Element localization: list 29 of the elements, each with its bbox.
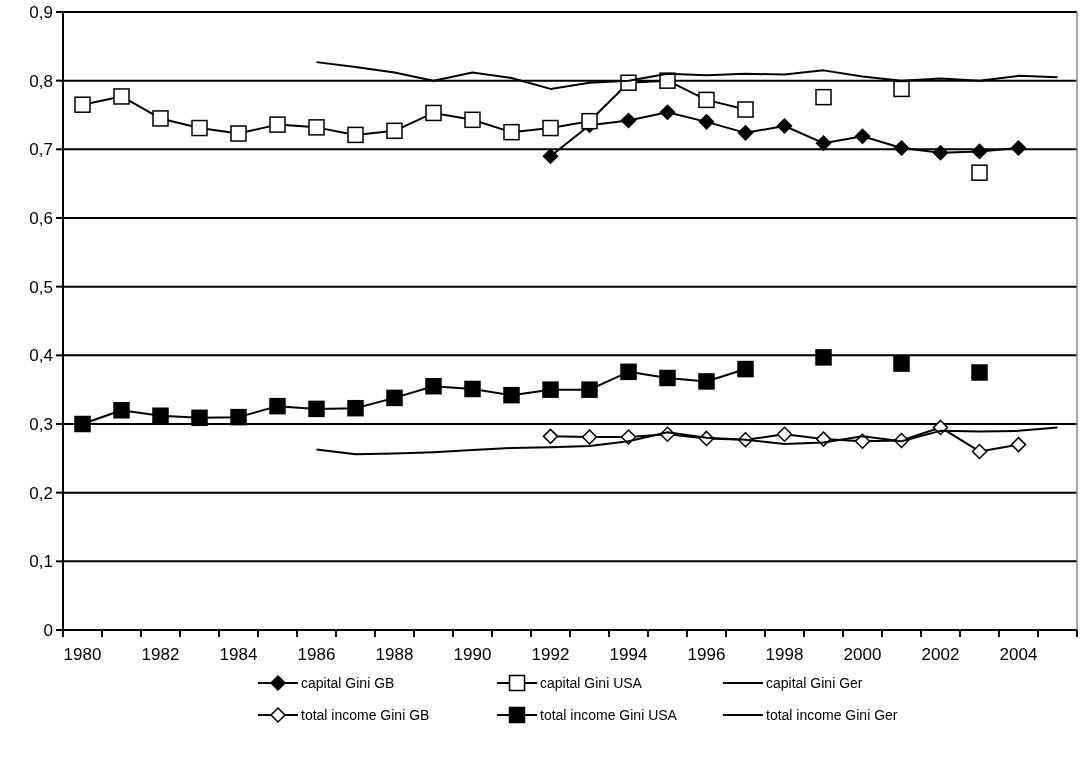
legend-label: capital Gini USA — [540, 674, 643, 691]
y-tick-label: 0,1 — [29, 552, 53, 572]
y-tick-label: 0,7 — [29, 140, 53, 160]
x-tick-label: 1994 — [609, 645, 648, 664]
y-tick-label: 0,9 — [29, 2, 53, 22]
x-tick-label: 2000 — [843, 645, 882, 664]
x-tick-label: 2002 — [921, 645, 960, 664]
y-tick-label: 0,2 — [29, 483, 53, 503]
x-tick-label: 1988 — [375, 645, 414, 664]
legend-label: total income Gini Ger — [766, 706, 898, 723]
x-tick-label: 1996 — [687, 645, 726, 664]
legend-label: total income Gini USA — [540, 706, 678, 723]
legend-label: capital Gini Ger — [766, 674, 863, 691]
x-tick-label: 2004 — [999, 645, 1038, 664]
y-tick-label: 0,4 — [29, 346, 53, 366]
legend-label: capital Gini GB — [301, 674, 395, 691]
x-tick-label: 1984 — [219, 645, 258, 664]
x-tick-label: 1980 — [63, 645, 102, 664]
y-tick-label: 0,8 — [29, 71, 53, 91]
y-tick-label: 0 — [43, 620, 53, 640]
x-tick-label: 1982 — [141, 645, 180, 664]
x-tick-label: 1990 — [453, 645, 492, 664]
y-tick-label: 0,5 — [29, 277, 53, 297]
y-tick-label: 0,6 — [29, 208, 53, 228]
y-tick-label: 0,3 — [29, 414, 53, 434]
x-tick-label: 1992 — [531, 645, 570, 664]
x-tick-label: 1986 — [297, 645, 336, 664]
x-tick-label: 1998 — [765, 645, 804, 664]
legend-label: total income Gini GB — [301, 706, 430, 723]
